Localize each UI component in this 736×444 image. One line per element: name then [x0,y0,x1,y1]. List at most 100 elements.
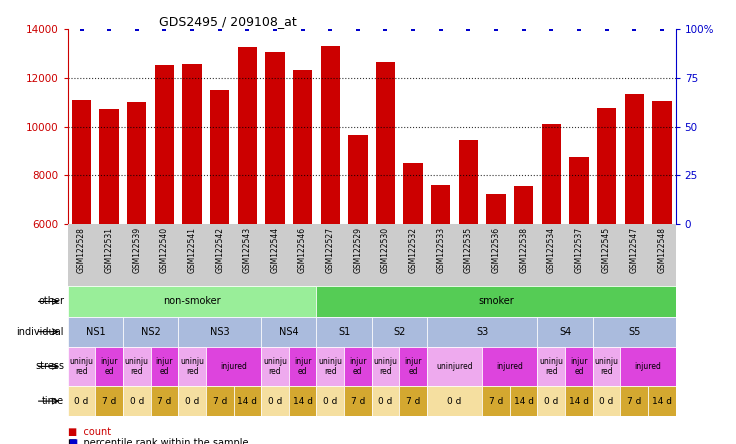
Text: injur
ed: injur ed [404,357,422,376]
Point [131,25,143,32]
Text: S3: S3 [476,327,489,337]
Bar [233,386,261,416]
Text: 0 d: 0 d [74,396,89,406]
Bar [592,347,620,386]
Text: 0 d: 0 d [599,396,614,406]
Text: NS4: NS4 [279,327,299,337]
Text: uninju
red: uninju red [125,357,149,376]
Text: NS2: NS2 [141,327,160,337]
Bar [592,386,620,416]
Text: GSM122539: GSM122539 [132,227,141,274]
Bar [625,94,644,224]
Text: injur
ed: injur ed [100,357,118,376]
Text: 7 d: 7 d [213,396,227,406]
Bar [459,140,478,224]
Text: uninju
red: uninju red [318,357,342,376]
Bar [210,90,230,224]
Text: 0 d: 0 d [323,396,337,406]
Bar [482,347,537,386]
Bar [68,386,96,416]
Bar [178,347,206,386]
Point [545,25,557,32]
Bar [127,102,146,224]
Text: injured: injured [220,362,247,371]
Text: GSM122541: GSM122541 [188,227,197,274]
Text: uninju
red: uninju red [180,357,204,376]
Point [241,25,253,32]
Bar [206,386,233,416]
Point [656,25,668,32]
Text: uninjured: uninjured [436,362,473,371]
Bar [400,386,427,416]
Bar [289,386,316,416]
Text: individual: individual [16,327,64,337]
Bar [372,386,400,416]
Text: S4: S4 [559,327,571,337]
Point [158,25,170,32]
Bar [321,46,340,224]
Bar [261,386,289,416]
Text: S5: S5 [628,327,640,337]
Bar [151,347,178,386]
Point [269,25,281,32]
Text: injured: injured [634,362,662,371]
Bar [96,347,123,386]
Point [435,25,447,32]
Bar [620,386,648,416]
Bar [289,347,316,386]
Text: GSM122546: GSM122546 [298,227,307,274]
Text: GSM122536: GSM122536 [492,227,500,274]
Text: uninju
red: uninju red [595,357,618,376]
Point [352,25,364,32]
Point [214,25,226,32]
Text: GSM122543: GSM122543 [243,227,252,274]
Bar [178,386,206,416]
Point [380,25,392,32]
Point [76,25,88,32]
Text: GSM122538: GSM122538 [519,227,528,274]
Bar [96,386,123,416]
Text: injur
ed: injur ed [570,357,587,376]
Text: 0 d: 0 d [447,396,461,406]
Text: GSM122535: GSM122535 [464,227,473,274]
Bar [348,135,367,224]
Bar [620,347,676,386]
Bar [123,386,151,416]
Point [517,25,529,32]
Point [601,25,612,32]
Text: uninju
red: uninju red [373,357,397,376]
Text: GSM122545: GSM122545 [602,227,611,274]
Text: 0 d: 0 d [268,396,282,406]
Bar [155,65,174,224]
Text: 14 d: 14 d [514,396,534,406]
Text: 7 d: 7 d [350,396,365,406]
Bar [565,386,592,416]
Text: GSM122542: GSM122542 [215,227,224,274]
Bar [206,347,261,386]
Text: 7 d: 7 d [489,396,503,406]
Text: non-smoker: non-smoker [163,297,221,306]
Text: S2: S2 [393,327,406,337]
Bar [403,163,422,224]
Text: 14 d: 14 d [293,396,313,406]
Bar [123,347,151,386]
Text: 0 d: 0 d [378,396,393,406]
Text: NS1: NS1 [85,327,105,337]
Point [103,25,115,32]
Text: uninju
red: uninju red [69,357,93,376]
Text: S1: S1 [338,327,350,337]
Text: 14 d: 14 d [652,396,672,406]
Text: injur
ed: injur ed [294,357,311,376]
Bar [376,62,395,224]
Bar [123,317,178,347]
Bar [537,386,565,416]
Text: uninju
red: uninju red [539,357,563,376]
Bar [542,124,561,224]
Text: GSM122534: GSM122534 [547,227,556,274]
Bar [99,109,118,224]
Bar [537,317,592,347]
Text: GSM122533: GSM122533 [436,227,445,274]
Point [325,25,336,32]
Text: GSM122529: GSM122529 [353,227,362,274]
Bar [372,347,400,386]
